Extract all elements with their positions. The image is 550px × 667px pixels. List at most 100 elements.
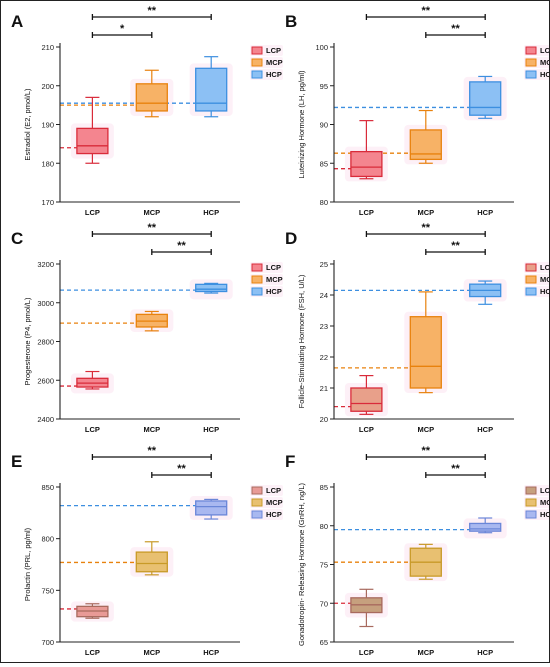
significance-label: **: [451, 23, 460, 35]
box-lcp: [350, 588, 383, 628]
y-tick-label: 100: [315, 43, 328, 52]
legend-swatch: [525, 287, 537, 296]
significance-label: **: [422, 222, 431, 234]
box-mcp: [135, 541, 168, 576]
y-tick-label: 850: [41, 483, 54, 492]
box-body: [195, 500, 228, 516]
legend-label: MCP: [266, 58, 283, 67]
x-tick-label: LCP: [359, 208, 374, 217]
significance-label: **: [148, 445, 157, 457]
box-hcp: [469, 517, 502, 534]
box-body: [469, 81, 502, 116]
legend-swatch: [251, 275, 263, 284]
legend-label: LCP: [540, 46, 549, 55]
box-body: [195, 67, 228, 112]
box-mcp: [135, 310, 168, 332]
y-tick-label: 95: [320, 82, 328, 91]
box-body: [469, 522, 502, 532]
y-tick-label: 20: [320, 415, 328, 424]
x-tick-label: HCP: [203, 208, 219, 217]
box-body: [409, 129, 442, 161]
legend-label: HCP: [266, 510, 282, 519]
y-tick-label: 2400: [37, 415, 54, 424]
x-tick-label: MCP: [143, 208, 160, 217]
y-tick-label: 80: [320, 198, 328, 207]
significance-label: **: [177, 463, 186, 475]
legend-label: MCP: [266, 275, 283, 284]
x-tick-label: LCP: [359, 648, 374, 657]
significance-label: **: [422, 5, 431, 17]
y-axis-label: Estradiol (E2, pmol/L): [23, 88, 32, 161]
box-lcp: [76, 370, 109, 390]
y-tick-label: 210: [41, 43, 54, 52]
box-body: [135, 551, 168, 573]
y-tick-label: 80: [320, 522, 328, 531]
legend-swatch: [525, 486, 537, 495]
x-tick-label: LCP: [359, 425, 374, 434]
legend-label: HCP: [540, 70, 549, 79]
box-body: [409, 316, 442, 389]
y-tick-label: 85: [320, 483, 328, 492]
y-tick-label: 180: [41, 159, 54, 168]
legend-swatch: [525, 275, 537, 284]
y-tick-label: 85: [320, 159, 328, 168]
box-hcp: [469, 75, 502, 119]
x-tick-label: HCP: [203, 425, 219, 434]
y-tick-label: 24: [320, 291, 328, 300]
y-tick-label: 700: [41, 638, 54, 647]
y-tick-label: 2600: [37, 376, 54, 385]
y-tick-label: 23: [320, 322, 328, 331]
y-tick-label: 190: [41, 121, 54, 130]
x-tick-label: HCP: [203, 648, 219, 657]
significance-label: **: [177, 240, 186, 252]
legend-swatch: [525, 46, 537, 55]
significance-label: *: [120, 23, 125, 35]
box-lcp: [350, 375, 383, 415]
box-mcp: [409, 291, 442, 394]
panel-f: F 65 70 75 80 85 Gonadotropin- Releasing Hormo…: [285, 445, 550, 657]
significance-label: **: [451, 463, 460, 475]
legend-label: LCP: [540, 263, 549, 272]
y-axis-label: Prolactin (PRL, pg/ml): [23, 527, 32, 601]
significance-label: **: [148, 222, 157, 234]
panel-label: F: [285, 452, 295, 471]
panel-e: E 700 750 800 850 Prolactin (PRL, pg/ml) LCP MC…: [11, 445, 283, 657]
panel-label: C: [11, 229, 23, 248]
y-axis-label: Progesterone (P4, pmol/L): [23, 297, 32, 385]
box-lcp: [76, 603, 109, 619]
legend-label: HCP: [266, 70, 282, 79]
y-tick-label: 3000: [37, 299, 54, 308]
legend-swatch: [251, 498, 263, 507]
y-axis-label: Luteinizing Hormone (LH, pg/ml): [297, 70, 306, 178]
y-tick-label: 22: [320, 353, 328, 362]
y-tick-label: 90: [320, 121, 328, 130]
y-axis-label: Gonadotropin- Releasing Hormone (GnRH, n…: [297, 483, 306, 646]
y-tick-label: 2800: [37, 338, 54, 347]
box-body: [350, 150, 383, 178]
box-hcp: [195, 56, 228, 118]
legend-swatch: [525, 263, 537, 272]
legend-label: MCP: [266, 498, 283, 507]
legend-swatch: [251, 510, 263, 519]
legend-swatch: [251, 486, 263, 495]
y-axis-label: Follicle-Stimulating Hormone (FSH, U/L): [297, 274, 306, 408]
legend-label: MCP: [540, 498, 549, 507]
panel-b: B 80 85 90 95 100 Luteinizing Hormone (LH, pg/…: [285, 5, 550, 217]
y-tick-label: 25: [320, 260, 328, 269]
panel-c: C 2400 2600 2800 3000 3200 Progesterone (P4, p…: [11, 222, 283, 434]
box-hcp: [469, 280, 502, 305]
y-tick-label: 21: [320, 384, 328, 393]
y-tick-label: 750: [41, 586, 54, 595]
box-hcp: [195, 498, 228, 520]
x-tick-label: HCP: [477, 648, 493, 657]
y-tick-label: 800: [41, 535, 54, 544]
panel-label: D: [285, 229, 297, 248]
box-mcp: [409, 543, 442, 580]
legend-label: HCP: [540, 287, 549, 296]
y-tick-label: 3200: [37, 260, 54, 269]
box-body: [76, 127, 109, 155]
x-tick-label: MCP: [143, 648, 160, 657]
x-tick-label: LCP: [85, 648, 100, 657]
y-tick-label: 75: [320, 561, 328, 570]
